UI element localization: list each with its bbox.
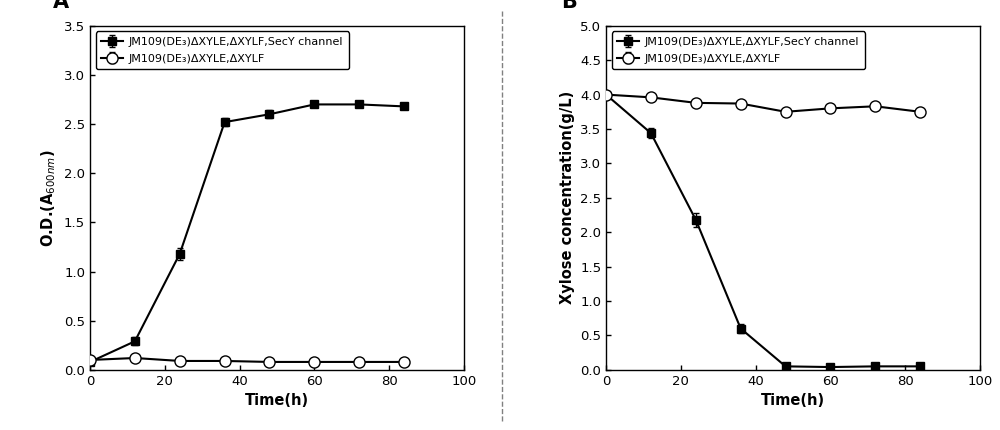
X-axis label: Time(h): Time(h)	[245, 393, 309, 408]
Y-axis label: O.D.(A$_{600nm}$): O.D.(A$_{600nm}$)	[40, 149, 58, 247]
Y-axis label: Xylose concentration(g/L): Xylose concentration(g/L)	[560, 91, 575, 304]
Text: A: A	[53, 0, 69, 12]
X-axis label: Time(h): Time(h)	[761, 393, 825, 408]
Legend: JM109(DE₃)ΔXYLE,ΔXYLF,SecY channel, JM109(DE₃)ΔXYLE,ΔXYLF: JM109(DE₃)ΔXYLE,ΔXYLF,SecY channel, JM10…	[612, 31, 865, 69]
Legend: JM109(DE₃)ΔXYLE,ΔXYLF,SecY channel, JM109(DE₃)ΔXYLE,ΔXYLF: JM109(DE₃)ΔXYLE,ΔXYLF,SecY channel, JM10…	[96, 31, 349, 69]
Text: B: B	[561, 0, 577, 12]
